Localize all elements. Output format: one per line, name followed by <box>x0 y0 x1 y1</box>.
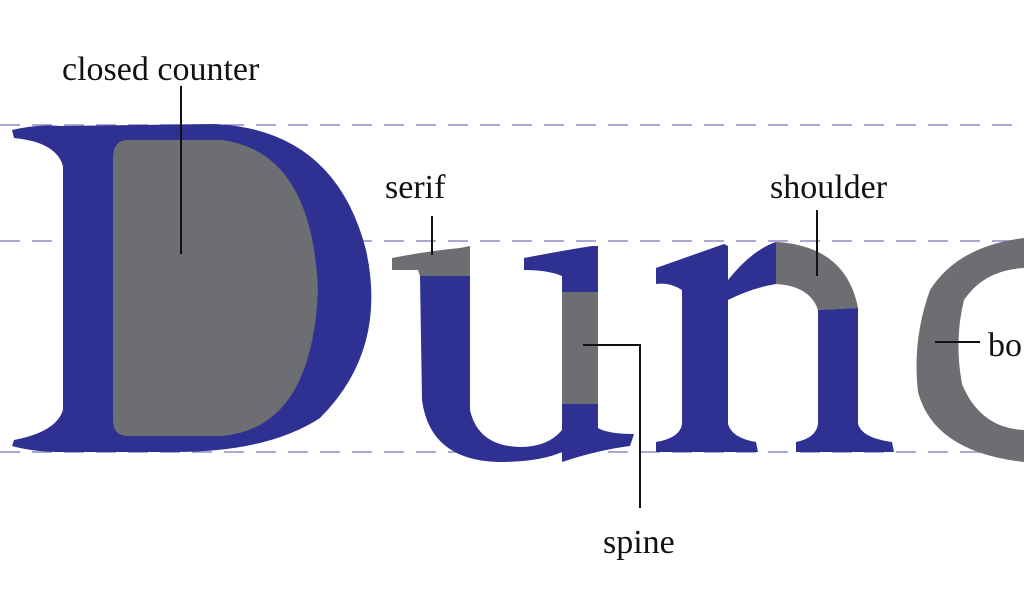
serif-region <box>392 246 470 276</box>
letter-d <box>12 124 372 452</box>
letter-c <box>916 238 1024 462</box>
closed-counter-region <box>113 140 318 436</box>
spine-label: spine <box>603 524 675 561</box>
letter-u-right-stem-bottom <box>562 404 634 462</box>
letter-n-right-stem <box>796 308 894 452</box>
closed-counter-label: closed counter <box>62 51 260 88</box>
bowl-region <box>916 238 1024 462</box>
spine-region <box>562 292 598 404</box>
bowl-label: bo <box>988 327 1022 364</box>
shoulder-label: shoulder <box>770 169 888 206</box>
letter-n-left-stem <box>656 244 758 452</box>
letter-u-left-stem <box>420 276 562 462</box>
spine-leader <box>583 344 641 508</box>
letter-n-arch-start <box>728 242 776 300</box>
letter-u <box>392 246 634 462</box>
serif-label: serif <box>385 169 446 206</box>
letter-u-right-stem-top <box>524 246 598 292</box>
letter-n <box>656 242 894 452</box>
